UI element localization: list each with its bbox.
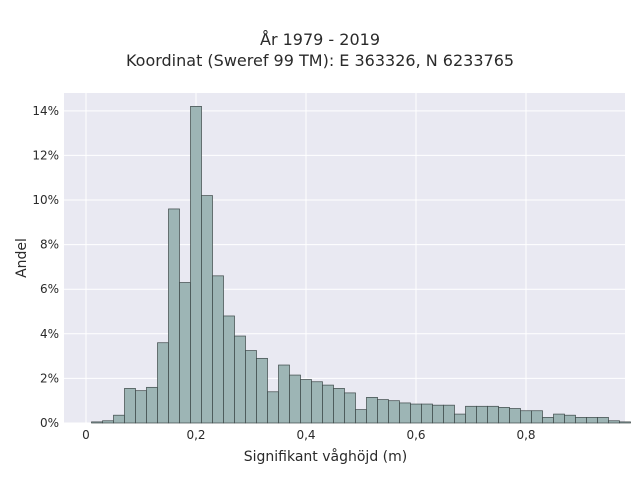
histogram-bar [289, 374, 301, 424]
y-tick-label: 0% [40, 416, 59, 430]
histogram-bar [498, 407, 510, 424]
histogram-bar [465, 405, 477, 424]
x-tick-label: 0,4 [296, 428, 315, 442]
chart-title-line-2: Koordinat (Sweref 99 TM): E 363326, N 62… [125, 51, 515, 70]
y-tick-label: 14% [32, 104, 59, 118]
histogram-bar [476, 405, 488, 424]
histogram-bar [564, 414, 576, 424]
histogram-bar [179, 282, 191, 424]
plot-background [64, 93, 625, 423]
histogram-bar [586, 417, 598, 424]
histogram-bar [608, 420, 620, 424]
histogram-bar [168, 208, 180, 424]
x-tick-label: 0,2 [186, 428, 205, 442]
x-tick-label: 0,6 [406, 428, 425, 442]
x-axis-label: Signifikant våghöjd (m) [244, 448, 407, 465]
histogram-bar [311, 381, 323, 424]
histogram-bar [410, 403, 422, 424]
histogram-bar [157, 342, 169, 424]
histogram-bar [102, 420, 114, 424]
histogram-bar [190, 106, 202, 424]
histogram-bar [245, 350, 257, 424]
histogram-bar [377, 399, 389, 424]
y-axis-label: Andel [14, 238, 30, 278]
histogram-bar [135, 390, 147, 424]
histogram-bar [542, 417, 554, 424]
histogram-bar [454, 413, 466, 424]
histogram-bar [300, 379, 312, 424]
histogram-bar [91, 421, 103, 424]
histogram-bar [234, 335, 246, 424]
histogram-bar [267, 391, 279, 424]
histogram-bar [421, 403, 433, 424]
histogram-bar [619, 421, 631, 424]
histogram-bar [278, 364, 290, 424]
histogram-bar [553, 413, 565, 424]
histogram-bar [597, 417, 609, 424]
y-tick-label: 12% [32, 148, 59, 162]
histogram-bar [575, 417, 587, 424]
histogram-bar [509, 408, 521, 424]
histogram-bar [124, 388, 136, 424]
histogram-bar [399, 402, 411, 424]
x-tick-label: 0,8 [516, 428, 535, 442]
histogram-bar [388, 400, 400, 424]
histogram-bar [355, 409, 367, 424]
y-tick-label: 2% [40, 371, 59, 385]
chart-title-line-1: År 1979 - 2019 [260, 30, 380, 49]
histogram-bar [432, 404, 444, 424]
x-tick-label: 0 [82, 428, 90, 442]
histogram-bar [201, 195, 213, 424]
histogram-bar [344, 392, 356, 424]
y-tick-label: 4% [40, 327, 59, 341]
histogram-bar [520, 410, 532, 424]
histogram-bar [212, 275, 224, 424]
histogram-bar [146, 386, 158, 424]
histogram-bar [531, 410, 543, 424]
y-tick-label: 8% [40, 238, 59, 252]
histogram-bar [487, 405, 499, 424]
histogram-bar [223, 315, 235, 424]
histogram-bar [256, 357, 268, 424]
y-tick-label: 6% [40, 282, 59, 296]
histogram-bar [322, 384, 334, 424]
histogram-bar [113, 414, 125, 424]
y-tick-label: 10% [32, 193, 59, 207]
histogram-bar [366, 397, 378, 424]
histogram-bar [333, 388, 345, 424]
histogram-bar [443, 404, 455, 424]
